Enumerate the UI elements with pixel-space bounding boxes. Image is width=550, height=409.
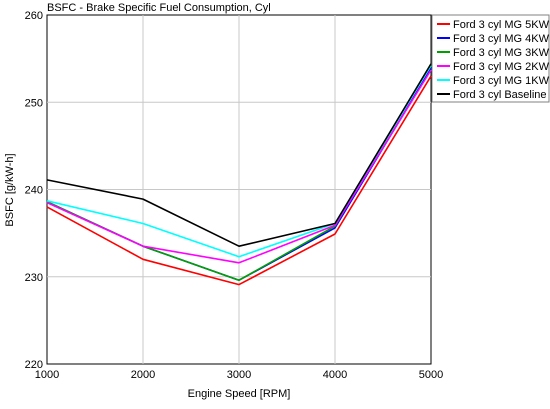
axes: 1000 2000 3000 4000 5000 220 230 240 250 260 [25, 10, 444, 381]
legend-label: Ford 3 cyl MG 1KW [453, 75, 550, 87]
x-tick-label: 5000 [419, 369, 443, 381]
legend-label: Ford 3 cyl MG 3KW [453, 47, 550, 59]
legend-box [431, 14, 550, 103]
x-axis-label: Engine Speed [RPM] [188, 388, 291, 400]
y-tick-label: 220 [25, 359, 43, 371]
y-tick-label: 230 [25, 272, 43, 284]
legend-label: Ford 3 cyl MG 4KW [453, 33, 550, 45]
legend: Ford 3 cyl MG 5KW Ford 3 cyl MG 4KW Ford 3… [431, 14, 550, 103]
y-tick-label: 260 [25, 10, 43, 22]
grid [47, 15, 431, 364]
series-lines [46, 63, 432, 286]
series-line-1 [46, 75, 432, 286]
x-tick-label: 3000 [227, 369, 251, 381]
series-line-4 [46, 69, 432, 264]
series-line-6 [46, 63, 432, 247]
y-tick-label: 240 [25, 185, 43, 197]
legend-label: Ford 3 cyl MG 2KW [453, 61, 550, 73]
legend-label: Ford 3 cyl MG 5KW [453, 19, 550, 31]
y-axis-label: BSFC [g/kW-h] [4, 153, 16, 226]
chart-title: BSFC - Brake Specific Fuel Consumption, … [47, 2, 271, 14]
y-tick-label: 250 [25, 97, 43, 109]
x-tick-label: 2000 [131, 369, 155, 381]
x-tick-label: 1000 [35, 369, 59, 381]
x-tick-label: 4000 [323, 369, 347, 381]
legend-label: Ford 3 cyl Baseline [453, 89, 547, 101]
